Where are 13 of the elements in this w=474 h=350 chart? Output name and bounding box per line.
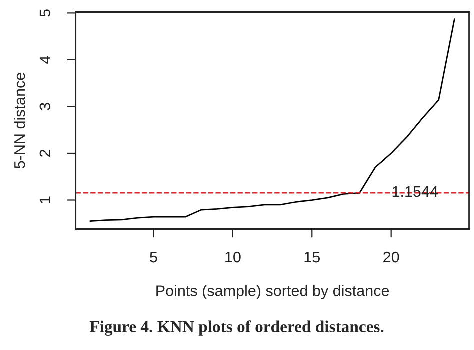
y-tick-label: 2 [40, 150, 50, 157]
x-tick-label: 20 [384, 252, 400, 263]
x-tick-label: 15 [304, 252, 320, 263]
x-axis-title: Points (sample) sorted by distance [156, 285, 390, 300]
y-tick-label: 4 [40, 56, 50, 64]
x-tick-label: 10 [226, 252, 241, 263]
x-tick-label: 5 [150, 252, 158, 263]
y-tick-label: 3 [40, 103, 51, 110]
caption: Figure 4. KNN plots of ordered distances. [90, 320, 384, 336]
y-tick-label: 1 [40, 196, 50, 204]
y-tick-label: 5 [40, 10, 51, 17]
y-axis-title: 5-NN distance [14, 73, 26, 169]
line-series [90, 18, 456, 222]
